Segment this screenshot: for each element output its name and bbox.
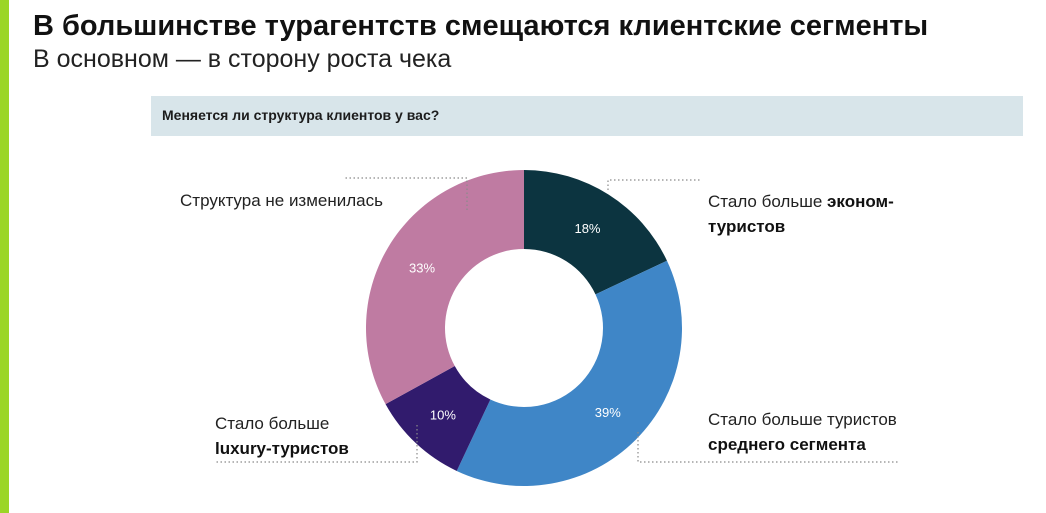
question-text: Меняется ли структура клиентов у вас?: [162, 107, 440, 123]
slice-middle: [456, 260, 682, 486]
label-luxury-text: Стало больше: [215, 414, 330, 433]
slice-value-labels: 18% 39% 10% 33%: [409, 221, 621, 422]
leader-line-luxury: [215, 425, 418, 463]
label-economy: Стало больше эконом- туристов: [708, 189, 894, 239]
value-label-unchanged: 33%: [409, 261, 435, 276]
slice-luxury: [385, 366, 491, 471]
leader-line-economy: [607, 179, 700, 190]
label-economy-bold-1: эконом-: [827, 192, 894, 211]
slice-economy: [524, 170, 667, 295]
label-economy-bold-2: туристов: [708, 217, 786, 236]
value-label-middle: 39%: [595, 405, 621, 420]
value-label-luxury: 10%: [430, 407, 456, 422]
label-middle-text: Стало больше туристов: [708, 410, 897, 429]
leader-line-middle: [637, 432, 900, 463]
accent-bar: [0, 0, 9, 513]
label-economy-text: Стало больше: [708, 192, 828, 211]
value-label-economy: 18%: [574, 221, 600, 236]
label-luxury: Стало больше luxury-туристов: [215, 411, 349, 461]
slice-unchanged: [366, 170, 524, 405]
leader-lines: [215, 177, 900, 463]
donut-slices: [366, 170, 682, 486]
leader-line-unchanged: [345, 177, 468, 210]
label-unchanged: Структура не изменилась: [180, 188, 383, 213]
label-luxury-bold: luxury-туристов: [215, 439, 349, 458]
label-unchanged-text: Структура не изменилась: [180, 191, 383, 210]
label-middle-bold: среднего сегмента: [708, 435, 866, 454]
question-header: Меняется ли структура клиентов у вас?: [151, 96, 1023, 136]
page-subtitle: В основном — в сторону роста чека: [33, 45, 452, 73]
page-title: В большинстве турагентств смещаются клие…: [33, 10, 929, 42]
label-middle: Стало больше туристов среднего сегмента: [708, 407, 897, 457]
